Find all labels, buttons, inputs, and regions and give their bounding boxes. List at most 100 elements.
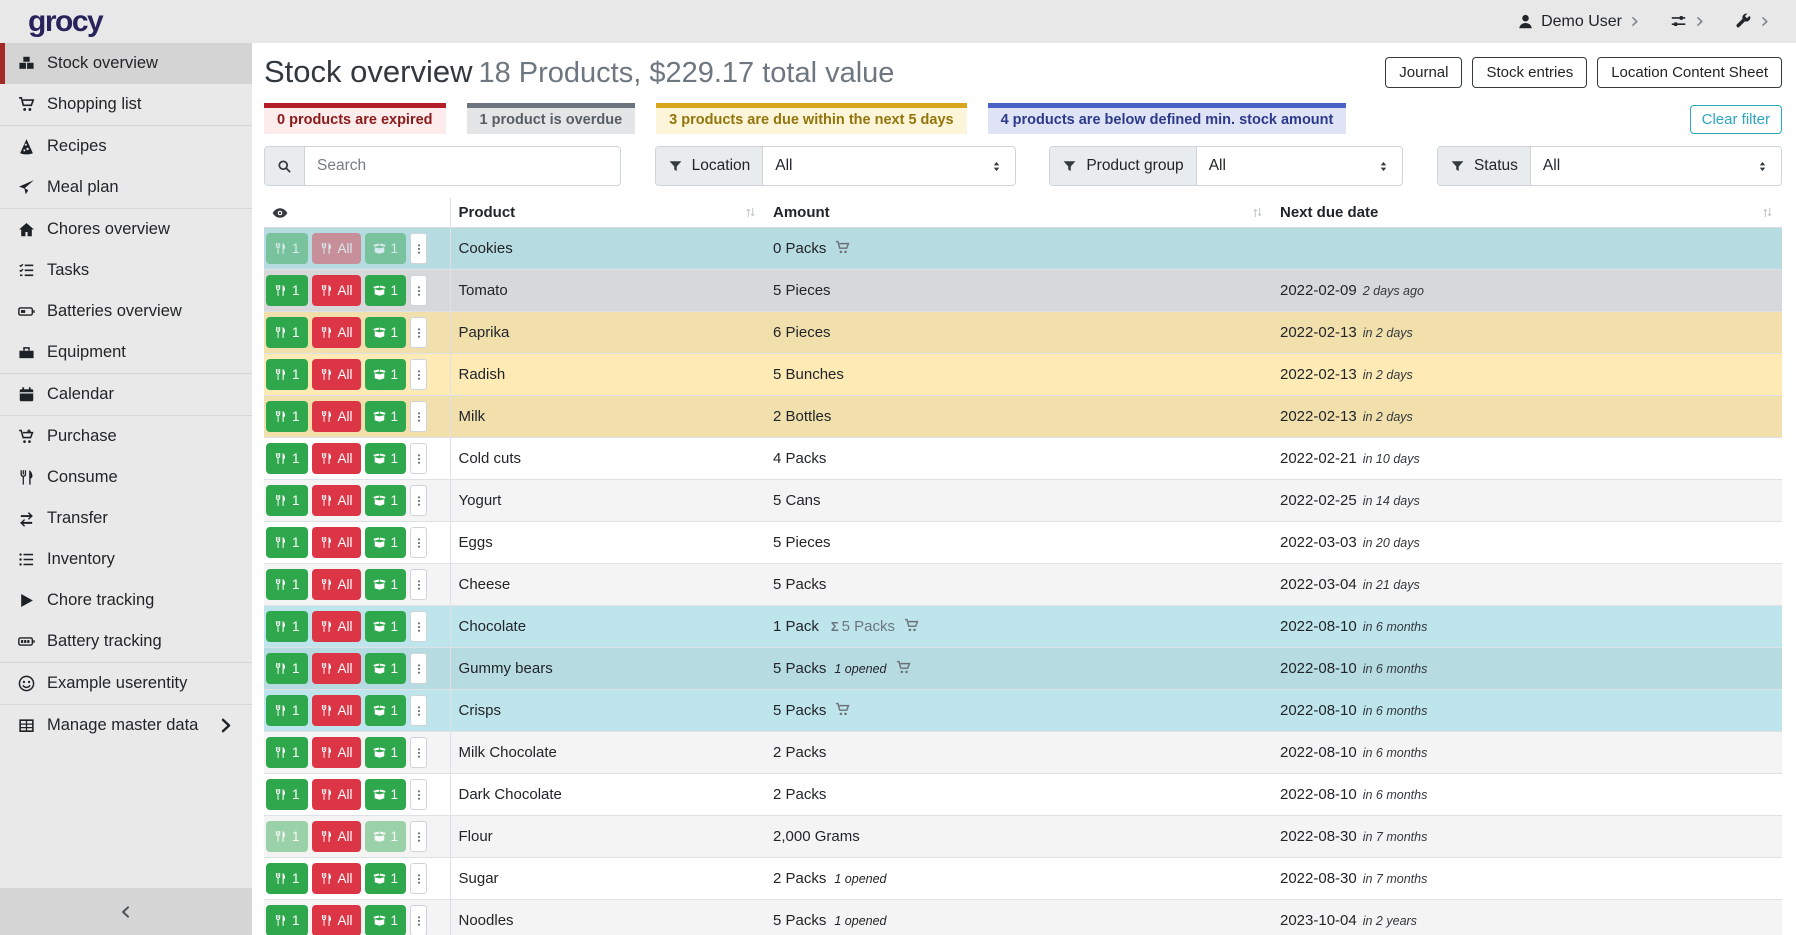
consume-one-button[interactable]: 1 bbox=[266, 359, 308, 390]
journal-button[interactable]: Journal bbox=[1385, 57, 1463, 88]
consume-one-button[interactable]: 1 bbox=[266, 905, 308, 935]
consume-one-button[interactable]: 1 bbox=[266, 233, 308, 264]
consume-one-button[interactable]: 1 bbox=[266, 317, 308, 348]
sort-icon[interactable] bbox=[744, 206, 757, 219]
open-one-button[interactable]: 1 bbox=[364, 275, 407, 306]
row-menu-button[interactable] bbox=[410, 485, 428, 516]
eye-icon[interactable] bbox=[272, 205, 442, 221]
sidebar-item-transfer[interactable]: Transfer bbox=[0, 498, 252, 539]
row-menu-button[interactable] bbox=[410, 401, 428, 432]
open-one-button[interactable]: 1 bbox=[364, 779, 407, 810]
row-menu-button[interactable] bbox=[410, 443, 428, 474]
row-menu-button[interactable] bbox=[410, 863, 428, 894]
sidebar-item-manage-master-data[interactable]: Manage master data bbox=[0, 705, 252, 746]
consume-all-button[interactable]: All bbox=[311, 359, 361, 390]
consume-one-button[interactable]: 1 bbox=[266, 569, 308, 600]
open-one-button[interactable]: 1 bbox=[364, 443, 407, 474]
user-menu[interactable]: Demo User bbox=[1517, 13, 1640, 31]
row-menu-button[interactable] bbox=[410, 737, 428, 768]
row-menu-button[interactable] bbox=[410, 611, 428, 642]
location-select[interactable]: All bbox=[763, 147, 1014, 185]
consume-all-button[interactable]: All bbox=[311, 569, 361, 600]
sidebar-item-batteries-overview[interactable]: Batteries overview bbox=[0, 291, 252, 332]
amount-column-header[interactable]: Amount bbox=[765, 198, 1272, 228]
open-one-button[interactable]: 1 bbox=[364, 233, 407, 264]
open-one-button[interactable]: 1 bbox=[364, 569, 407, 600]
open-one-button[interactable]: 1 bbox=[364, 401, 407, 432]
sidebar-collapse-button[interactable] bbox=[0, 888, 252, 935]
sidebar-item-inventory[interactable]: Inventory bbox=[0, 539, 252, 580]
consume-one-button[interactable]: 1 bbox=[266, 737, 308, 768]
consume-one-button[interactable]: 1 bbox=[266, 653, 308, 684]
consume-all-button[interactable]: All bbox=[311, 485, 361, 516]
consume-all-button[interactable]: All bbox=[311, 905, 361, 935]
sidebar-item-chores-overview[interactable]: Chores overview bbox=[0, 209, 252, 250]
consume-all-button[interactable]: All bbox=[311, 317, 361, 348]
open-one-button[interactable]: 1 bbox=[364, 359, 407, 390]
consume-all-button[interactable]: All bbox=[311, 401, 361, 432]
sidebar-item-consume[interactable]: Consume bbox=[0, 457, 252, 498]
admin-menu[interactable] bbox=[1735, 13, 1770, 30]
open-one-button[interactable]: 1 bbox=[364, 653, 407, 684]
chip-due-soon[interactable]: 3 products are due within the next 5 day… bbox=[656, 103, 967, 134]
open-one-button[interactable]: 1 bbox=[364, 863, 407, 894]
row-menu-button[interactable] bbox=[410, 695, 428, 726]
consume-all-button[interactable]: All bbox=[311, 653, 361, 684]
sidebar-item-stock-overview[interactable]: Stock overview bbox=[0, 43, 252, 84]
row-menu-button[interactable] bbox=[410, 527, 428, 558]
settings-menu[interactable] bbox=[1670, 13, 1705, 30]
sidebar-item-purchase[interactable]: Purchase bbox=[0, 416, 252, 457]
sidebar-item-battery-tracking[interactable]: Battery tracking bbox=[0, 621, 252, 662]
row-menu-button[interactable] bbox=[410, 779, 428, 810]
row-menu-button[interactable] bbox=[410, 905, 428, 935]
consume-one-button[interactable]: 1 bbox=[266, 611, 308, 642]
sort-icon[interactable] bbox=[1761, 206, 1774, 219]
consume-one-button[interactable]: 1 bbox=[266, 443, 308, 474]
consume-all-button[interactable]: All bbox=[311, 779, 361, 810]
open-one-button[interactable]: 1 bbox=[364, 611, 407, 642]
consume-all-button[interactable]: All bbox=[311, 695, 361, 726]
location-content-sheet-button[interactable]: Location Content Sheet bbox=[1597, 57, 1782, 88]
stock-entries-button[interactable]: Stock entries bbox=[1472, 57, 1588, 88]
consume-all-button[interactable]: All bbox=[311, 527, 361, 558]
consume-one-button[interactable]: 1 bbox=[266, 863, 308, 894]
row-menu-button[interactable] bbox=[410, 317, 428, 348]
consume-all-button[interactable]: All bbox=[311, 233, 361, 264]
consume-all-button[interactable]: All bbox=[311, 863, 361, 894]
open-one-button[interactable]: 1 bbox=[364, 737, 407, 768]
chip-expired[interactable]: 0 products are expired bbox=[264, 103, 446, 134]
open-one-button[interactable]: 1 bbox=[364, 695, 407, 726]
row-menu-button[interactable] bbox=[410, 233, 428, 264]
open-one-button[interactable]: 1 bbox=[364, 821, 407, 852]
clear-filter-button[interactable]: Clear filter bbox=[1689, 105, 1782, 134]
consume-all-button[interactable]: All bbox=[311, 443, 361, 474]
row-menu-button[interactable] bbox=[410, 653, 428, 684]
sidebar-item-shopping-list[interactable]: Shopping list bbox=[0, 84, 252, 125]
consume-one-button[interactable]: 1 bbox=[266, 695, 308, 726]
row-menu-button[interactable] bbox=[410, 359, 428, 390]
consume-one-button[interactable]: 1 bbox=[266, 821, 308, 852]
consume-one-button[interactable]: 1 bbox=[266, 779, 308, 810]
search-input[interactable] bbox=[305, 147, 620, 185]
next-due-date-column-header[interactable]: Next due date bbox=[1272, 198, 1782, 228]
row-menu-button[interactable] bbox=[410, 275, 428, 306]
open-one-button[interactable]: 1 bbox=[364, 905, 407, 935]
product-column-header[interactable]: Product bbox=[450, 198, 765, 228]
status-select[interactable]: All bbox=[1531, 147, 1781, 185]
consume-all-button[interactable]: All bbox=[311, 737, 361, 768]
sidebar-item-chore-tracking[interactable]: Chore tracking bbox=[0, 580, 252, 621]
row-menu-button[interactable] bbox=[410, 569, 428, 600]
sidebar-item-calendar[interactable]: Calendar bbox=[0, 374, 252, 415]
open-one-button[interactable]: 1 bbox=[364, 485, 407, 516]
consume-all-button[interactable]: All bbox=[311, 275, 361, 306]
chip-overdue[interactable]: 1 product is overdue bbox=[466, 103, 636, 134]
consume-one-button[interactable]: 1 bbox=[266, 275, 308, 306]
chip-below-min-stock[interactable]: 4 products are below defined min. stock … bbox=[987, 103, 1347, 134]
sidebar-item-equipment[interactable]: Equipment bbox=[0, 332, 252, 373]
sidebar-item-meal-plan[interactable]: Meal plan bbox=[0, 167, 252, 208]
consume-one-button[interactable]: 1 bbox=[266, 485, 308, 516]
consume-one-button[interactable]: 1 bbox=[266, 401, 308, 432]
row-menu-button[interactable] bbox=[410, 821, 428, 852]
sidebar-item-tasks[interactable]: Tasks bbox=[0, 250, 252, 291]
open-one-button[interactable]: 1 bbox=[364, 317, 407, 348]
